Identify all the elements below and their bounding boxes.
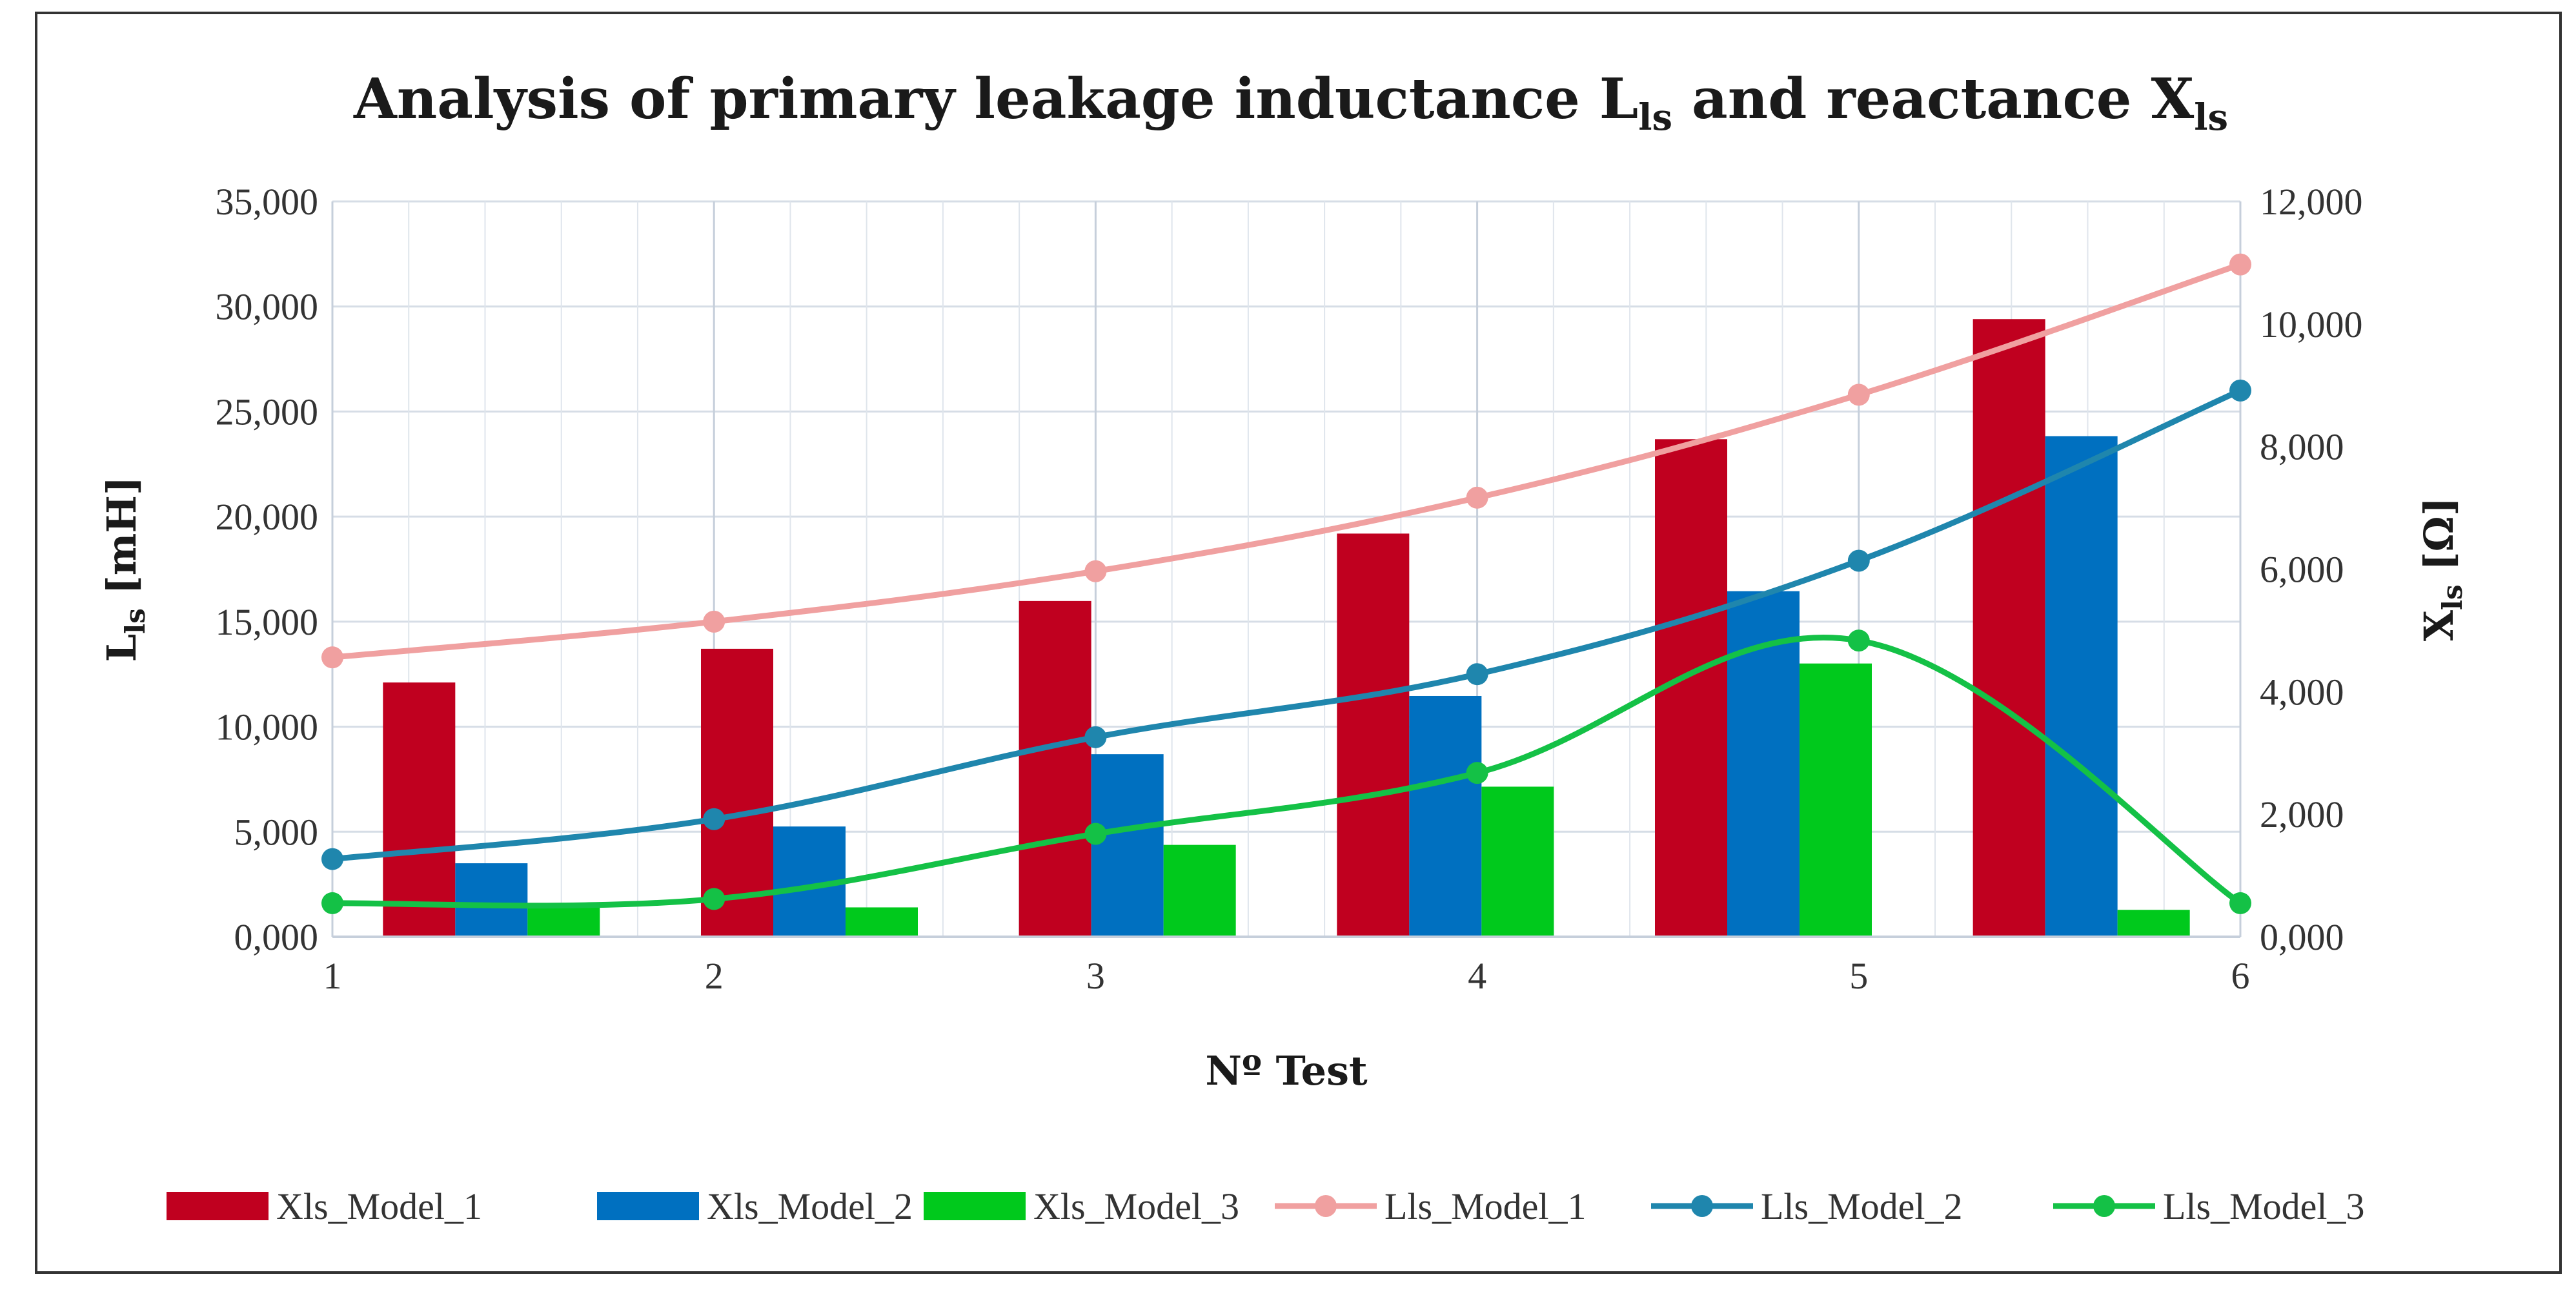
legend-swatch-xls-model-1 [167, 1192, 269, 1220]
y-left-tick-label: 25,000 [216, 391, 319, 433]
bar-xls-model-3-1 [527, 907, 600, 937]
bars [383, 319, 2190, 937]
legend-marker-lls-model-2 [1691, 1195, 1713, 1217]
point-lls-model-3-2 [703, 888, 725, 910]
x-tick-label: 1 [323, 955, 342, 997]
point-lls-model-1-3 [1084, 560, 1107, 582]
x-tick-label: 5 [1849, 955, 1868, 997]
bar-xls-model-2-3 [1091, 754, 1164, 937]
y-right-ticks: 0,000 2,000 4,000 6,000 8,000 10,000 12,000 [2260, 181, 2363, 958]
x-ticks: 1 2 3 4 5 6 [323, 955, 2250, 997]
legend-label-lls-model-3: Lls_Model_3 [2163, 1185, 2365, 1227]
bar-xls-model-3-5 [1800, 663, 1872, 937]
point-lls-model-3-5 [1847, 629, 1870, 652]
bar-xls-model-2-5 [1727, 591, 1800, 937]
point-lls-model-3-3 [1084, 823, 1107, 845]
legend-label-xls-model-3: Xls_Model_3 [1033, 1185, 1239, 1227]
bar-xls-model-2-1 [455, 863, 528, 937]
y-left-tick-label: 30,000 [216, 286, 319, 328]
legend: Xls_Model_1 Xls_Model_2 Xls_Model_3 Lls_Mod… [167, 1185, 2365, 1227]
y-left-tick-label: 10,000 [216, 706, 319, 748]
point-lls-model-2-6 [2229, 379, 2251, 402]
y-right-tick-label: 0,000 [2260, 916, 2344, 958]
lines [321, 253, 2251, 914]
legend-swatch-xls-model-3 [924, 1192, 1026, 1220]
y-left-tick-label: 20,000 [216, 496, 319, 538]
point-lls-model-3-1 [321, 892, 343, 914]
y-left-tick-label: 0,000 [234, 916, 319, 958]
chart-frame [35, 12, 2562, 1274]
legend-label-xls-model-1: Xls_Model_1 [276, 1185, 482, 1227]
y-right-axis-label: Xls [Ω] [2415, 497, 2468, 641]
point-lls-model-3-4 [1466, 762, 1488, 784]
legend-marker-lls-model-3 [2093, 1195, 2115, 1217]
y-left-tick-label: 5,000 [234, 811, 319, 853]
legend-label-xls-model-2: Xls_Model_2 [707, 1185, 913, 1227]
x-tick-label: 2 [705, 955, 724, 997]
x-tick-label: 3 [1086, 955, 1105, 997]
point-lls-model-1-4 [1466, 486, 1488, 509]
bar-xls-model-3-3 [1163, 844, 1236, 937]
point-lls-model-2-1 [321, 848, 343, 870]
bar-xls-model-2-4 [1409, 695, 1482, 937]
y-left-tick-label: 15,000 [216, 601, 319, 643]
bar-xls-model-3-6 [2117, 910, 2190, 937]
y-right-tick-label: 4,000 [2260, 671, 2344, 713]
line-lls-model-2 [332, 387, 2242, 863]
gridlines [331, 200, 2242, 938]
point-lls-model-1-5 [1847, 384, 1870, 406]
y-left-tick-label: 35,000 [216, 181, 319, 223]
bar-xls-model-1-6 [1973, 319, 2045, 937]
legend-label-lls-model-1: Lls_Model_1 [1384, 1185, 1587, 1227]
y-right-tick-label: 12,000 [2260, 181, 2363, 223]
bar-xls-model-2-6 [2045, 436, 2118, 937]
legend-marker-lls-model-1 [1315, 1195, 1337, 1217]
bar-xls-model-3-4 [1481, 786, 1554, 937]
legend-label-lls-model-2: Lls_Model_2 [1761, 1185, 1963, 1227]
y-right-tick-label: 6,000 [2260, 549, 2344, 591]
line-lls-model-3 [332, 635, 2242, 909]
line-lls-model-1 [332, 261, 2242, 660]
x-axis-label: Nº Test [1205, 1047, 1368, 1094]
legend-swatch-xls-model-2 [597, 1192, 699, 1220]
y-left-axis-label: Lls [mH] [98, 476, 151, 662]
x-tick-label: 4 [1468, 955, 1486, 997]
point-lls-model-3-6 [2229, 892, 2251, 914]
x-tick-label: 6 [2231, 955, 2250, 997]
y-right-tick-label: 10,000 [2260, 303, 2363, 345]
bar-xls-model-1-4 [1337, 533, 1410, 937]
point-lls-model-2-2 [703, 808, 725, 830]
bar-xls-model-1-3 [1019, 600, 1091, 937]
point-lls-model-1-2 [703, 610, 725, 633]
point-lls-model-1-6 [2229, 253, 2251, 276]
point-lls-model-1-1 [321, 646, 343, 669]
bar-xls-model-3-2 [846, 907, 918, 937]
chart-title: Analysis of primary leakage inductance L… [353, 66, 2228, 139]
point-lls-model-2-4 [1466, 663, 1488, 686]
y-right-tick-label: 2,000 [2260, 793, 2344, 835]
y-left-ticks: 0,000 5,000 10,000 15,000 20,000 25,000 30,000… [216, 181, 319, 958]
bar-xls-model-1-1 [383, 682, 456, 937]
y-right-tick-label: 8,000 [2260, 426, 2344, 468]
point-lls-model-2-3 [1084, 726, 1107, 748]
point-lls-model-2-5 [1847, 549, 1870, 572]
